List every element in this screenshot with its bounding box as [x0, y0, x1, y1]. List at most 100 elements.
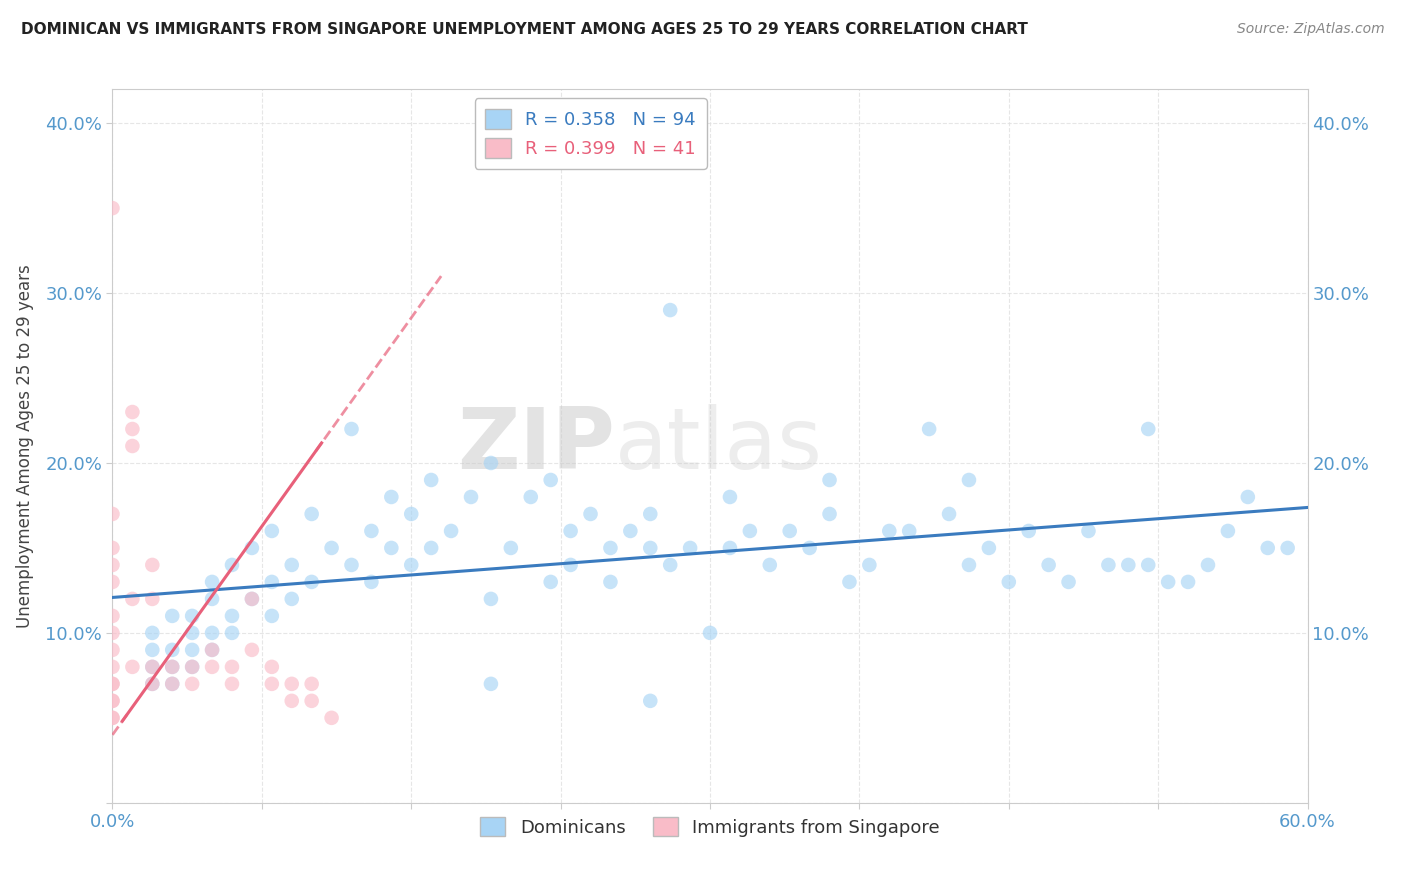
- Point: [918, 422, 941, 436]
- Point: [162, 608, 183, 623]
- Point: [181, 626, 204, 640]
- Point: [401, 507, 423, 521]
- Point: [101, 541, 124, 555]
- Y-axis label: Unemployment Among Ages 25 to 29 years: Unemployment Among Ages 25 to 29 years: [15, 264, 34, 628]
- Point: [260, 608, 283, 623]
- Point: [560, 524, 582, 538]
- Point: [440, 524, 463, 538]
- Point: [101, 711, 124, 725]
- Point: [599, 574, 621, 589]
- Point: [121, 660, 143, 674]
- Point: [101, 574, 124, 589]
- Point: [221, 558, 243, 572]
- Point: [260, 524, 283, 538]
- Point: [181, 643, 204, 657]
- Point: [141, 626, 163, 640]
- Point: [679, 541, 702, 555]
- Point: [1137, 422, 1160, 436]
- Point: [221, 660, 243, 674]
- Point: [818, 507, 841, 521]
- Point: [1097, 558, 1119, 572]
- Point: [181, 660, 204, 674]
- Point: [201, 591, 224, 606]
- Point: [479, 591, 502, 606]
- Point: [858, 558, 880, 572]
- Point: [1038, 558, 1060, 572]
- Point: [818, 473, 841, 487]
- Point: [360, 524, 382, 538]
- Point: [1257, 541, 1279, 555]
- Point: [201, 660, 224, 674]
- Point: [301, 694, 323, 708]
- Point: [141, 643, 163, 657]
- Text: DOMINICAN VS IMMIGRANTS FROM SINGAPORE UNEMPLOYMENT AMONG AGES 25 TO 29 YEARS CO: DOMINICAN VS IMMIGRANTS FROM SINGAPORE U…: [21, 22, 1028, 37]
- Point: [321, 541, 343, 555]
- Point: [838, 574, 860, 589]
- Point: [121, 439, 143, 453]
- Point: [162, 660, 183, 674]
- Point: [340, 422, 363, 436]
- Point: [1277, 541, 1299, 555]
- Text: atlas: atlas: [614, 404, 823, 488]
- Point: [141, 558, 163, 572]
- Point: [360, 574, 382, 589]
- Point: [221, 626, 243, 640]
- Point: [141, 660, 163, 674]
- Point: [957, 473, 980, 487]
- Point: [1197, 558, 1219, 572]
- Point: [380, 541, 402, 555]
- Point: [619, 524, 641, 538]
- Point: [162, 643, 183, 657]
- Point: [201, 643, 224, 657]
- Point: [221, 677, 243, 691]
- Point: [101, 626, 124, 640]
- Point: [460, 490, 482, 504]
- Point: [281, 591, 304, 606]
- Point: [301, 507, 323, 521]
- Point: [479, 456, 502, 470]
- Point: [221, 608, 243, 623]
- Point: [1018, 524, 1040, 538]
- Point: [281, 558, 304, 572]
- Point: [799, 541, 821, 555]
- Text: Source: ZipAtlas.com: Source: ZipAtlas.com: [1237, 22, 1385, 37]
- Point: [301, 677, 323, 691]
- Point: [101, 694, 124, 708]
- Point: [121, 591, 143, 606]
- Point: [121, 422, 143, 436]
- Point: [579, 507, 602, 521]
- Point: [162, 677, 183, 691]
- Point: [121, 405, 143, 419]
- Point: [718, 541, 741, 555]
- Legend: Dominicans, Immigrants from Singapore: Dominicans, Immigrants from Singapore: [472, 809, 948, 844]
- Point: [718, 490, 741, 504]
- Point: [599, 541, 621, 555]
- Point: [201, 643, 224, 657]
- Point: [141, 677, 163, 691]
- Point: [1157, 574, 1180, 589]
- Point: [699, 626, 721, 640]
- Point: [162, 677, 183, 691]
- Text: ZIP: ZIP: [457, 404, 614, 488]
- Point: [162, 660, 183, 674]
- Point: [101, 643, 124, 657]
- Point: [1177, 574, 1199, 589]
- Point: [401, 558, 423, 572]
- Point: [560, 558, 582, 572]
- Point: [738, 524, 761, 538]
- Point: [938, 507, 960, 521]
- Point: [260, 660, 283, 674]
- Point: [420, 473, 443, 487]
- Point: [141, 591, 163, 606]
- Point: [1237, 490, 1260, 504]
- Point: [181, 677, 204, 691]
- Point: [101, 558, 124, 572]
- Point: [1137, 558, 1160, 572]
- Point: [321, 711, 343, 725]
- Point: [101, 694, 124, 708]
- Point: [540, 574, 562, 589]
- Point: [141, 660, 163, 674]
- Point: [520, 490, 543, 504]
- Point: [101, 608, 124, 623]
- Point: [240, 591, 263, 606]
